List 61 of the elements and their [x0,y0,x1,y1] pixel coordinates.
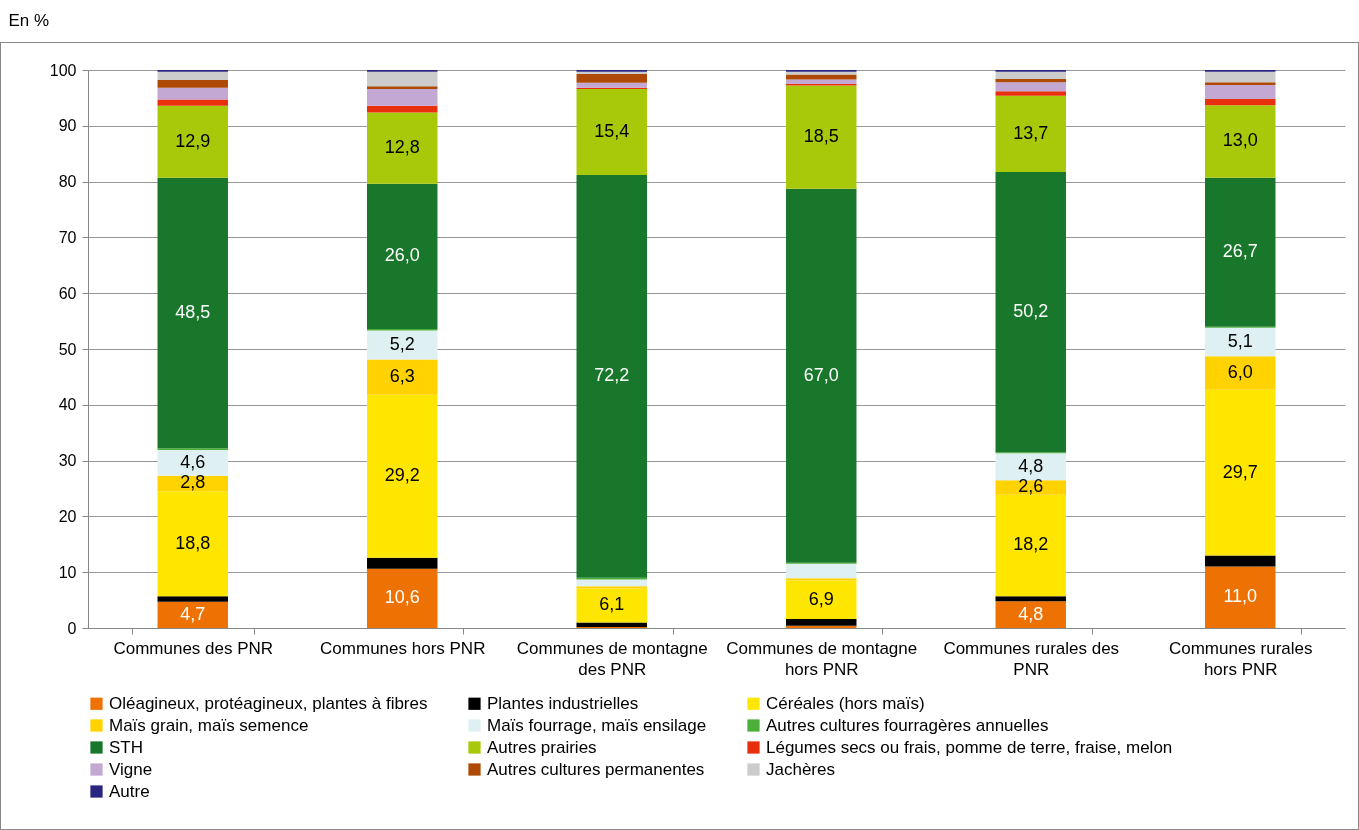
data-label: 6,0 [1227,361,1253,382]
data-label: 2,8 [180,472,206,493]
y-tick-label: 100 [49,61,77,79]
y-tick-label: 10 [58,563,77,581]
legend-label: Maïs fourrage, maïs ensilage [487,715,707,735]
y-axis-title: En % [8,10,50,30]
legend-label: Oléagineux, protéagineux, plantes à fibres [109,693,428,713]
legend-label: Vigne [109,759,153,779]
x-tick-label: Communes de montagne hors PNR [726,638,918,679]
legend-label: Jachères [766,759,835,779]
y-tick-label: 40 [58,396,77,414]
data-label: 2,6 [1018,476,1044,497]
data-label: 48,5 [175,302,211,323]
y-tick-label: 20 [58,507,77,525]
data-label: 50,2 [1013,301,1049,322]
data-label: 12,9 [175,130,211,151]
data-label: 4,8 [1018,603,1044,624]
data-label: 29,7 [1222,461,1258,482]
data-label: 6,9 [808,588,834,609]
data-label: 26,7 [1222,241,1258,262]
data-label: 4,6 [180,451,206,472]
legend-label: STH [109,737,143,757]
data-label: 67,0 [803,364,839,385]
data-label: 13,7 [1013,122,1049,143]
legend-label: Autre [109,781,150,801]
y-tick-label: 50 [58,340,77,358]
data-label: 12,8 [384,137,420,158]
x-tick-label: Communes des PNR [113,638,274,658]
y-tick-label: 80 [58,173,77,191]
legend-label: Céréales (hors maïs) [766,693,925,713]
legend-label: Autres cultures fourragères annuelles [766,715,1049,735]
data-label: 18,5 [803,126,839,147]
data-label: 4,8 [1018,455,1044,476]
data-label: 10,6 [384,587,420,608]
legend-label: Autres cultures permanentes [487,759,705,779]
data-label: 29,2 [384,465,420,486]
data-label: 6,3 [389,366,415,387]
data-label: 18,8 [175,532,211,553]
y-tick-label: 90 [58,117,77,135]
y-tick-label: 30 [58,452,77,470]
data-label: 6,1 [599,594,625,615]
data-label: 11,0 [1223,586,1258,607]
data-label: 15,4 [594,120,630,141]
y-tick-label: 0 [67,619,77,637]
data-label: 13,0 [1222,130,1258,151]
legend-label: Maïs grain, maïs semence [109,715,309,735]
data-label: 18,2 [1013,534,1049,555]
data-label: 4,7 [180,603,206,624]
legend-label: Légumes secs ou frais, pomme de terre, fraise, melon [766,737,1173,757]
x-tick-label: Communes de montagne des PNR [516,638,708,679]
y-tick-label: 60 [58,284,77,302]
data-label: 5,1 [1227,331,1253,352]
legend-label: Autres prairies [487,737,597,757]
legend-label: Plantes industrielles [487,693,639,713]
data-label: 5,2 [389,334,415,355]
x-tick-label: Communes rurales hors PNR [1168,638,1313,679]
data-label: 72,2 [594,365,630,386]
y-tick-label: 70 [58,228,77,246]
x-tick-label: Communes hors PNR [320,638,486,658]
x-tick-label: Communes rurales des PNR [943,638,1120,679]
data-label: 26,0 [384,245,420,266]
